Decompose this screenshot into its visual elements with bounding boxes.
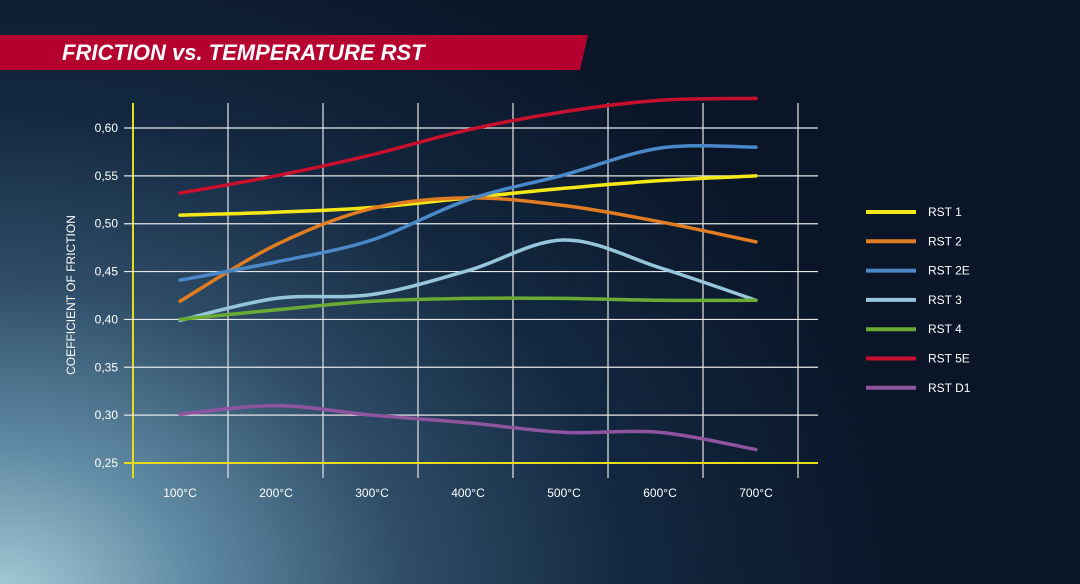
- legend-label: RST 3: [928, 293, 962, 307]
- series-line-rst-3: [178, 238, 758, 323]
- series-line-rst-5e: [178, 96, 758, 195]
- legend-label: RST D1: [928, 381, 971, 395]
- legend-label: RST 4: [928, 322, 962, 336]
- series-line-rst-2: [178, 196, 758, 303]
- y-tick-label: 0,50: [95, 217, 119, 231]
- legend-label: RST 2E: [928, 264, 970, 278]
- y-tick-label: 0,25: [95, 456, 119, 470]
- y-tick-label: 0,55: [95, 169, 119, 183]
- x-tick-label: 700°C: [739, 486, 773, 500]
- y-tick-label: 0,40: [95, 312, 119, 326]
- legend-label: RST 5E: [928, 352, 970, 366]
- legend-label: RST 1: [928, 205, 962, 219]
- y-tick-label: 0,45: [95, 265, 119, 279]
- title-banner: [0, 35, 588, 70]
- y-tick-label: 0,30: [95, 408, 119, 422]
- series-line-rst-d1: [178, 403, 758, 452]
- y-tick-label: 0,35: [95, 360, 119, 374]
- x-tick-label: 100°C: [163, 486, 197, 500]
- y-axis-label: COEFFICIENT OF FRICTION: [64, 215, 78, 375]
- x-tick-label: 200°C: [259, 486, 293, 500]
- y-tick-label: 0,60: [95, 121, 119, 135]
- series-line-rst-1: [178, 174, 758, 217]
- x-tick-label: 300°C: [355, 486, 389, 500]
- x-tick-label: 400°C: [451, 486, 485, 500]
- series-line-rst-4: [178, 296, 758, 322]
- series-line-rst-2e: [178, 144, 758, 282]
- x-tick-label: 500°C: [547, 486, 581, 500]
- legend-label: RST 2: [928, 234, 962, 248]
- chart-title: FRICTION vs. TEMPERATURE RST: [62, 40, 426, 65]
- x-tick-label: 600°C: [643, 486, 677, 500]
